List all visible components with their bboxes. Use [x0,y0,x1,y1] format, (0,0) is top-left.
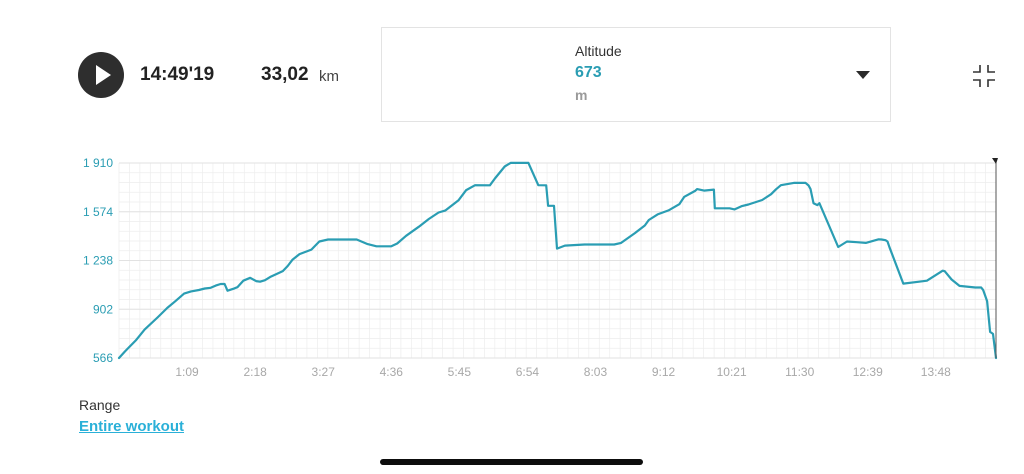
metric-selector[interactable]: Altitude 673 m [381,27,891,122]
y-axis-ticks: 1 910 1 574 1 238 902 566 [83,156,113,365]
metric-value: 673 [575,64,602,81]
play-button[interactable] [78,52,124,98]
altitude-series-line [117,161,998,360]
x-tick-label: 8:03 [584,365,608,379]
x-tick-label: 5:45 [448,365,472,379]
collapse-icon[interactable] [971,63,997,89]
distance-unit: km [319,68,339,85]
caret-down-icon[interactable] [855,70,871,80]
y-tick-label: 902 [93,302,113,316]
x-axis-ticks: 1:09 2:18 3:27 4:36 5:45 6:54 8:03 9:12 10:21 11:… [175,365,951,379]
x-tick-label: 4:36 [380,365,404,379]
range-link[interactable]: Entire workout [79,418,185,435]
y-tick-label: 1 574 [83,205,113,219]
play-icon [96,65,111,85]
y-tick-label: 1 238 [83,254,113,268]
range-label: Range [79,397,121,413]
x-tick-label: 13:48 [921,365,951,379]
x-tick-label: 9:12 [652,365,676,379]
x-tick-label: 6:54 [516,365,540,379]
x-tick-label: 11:30 [785,365,814,379]
altitude-chart[interactable]: 1 910 1 574 1 238 902 566 1:09 2:18 3:27 4:36 5:… [0,150,1024,385]
home-indicator[interactable] [380,459,643,465]
y-tick-label: 1 910 [83,156,113,170]
chart-grid [118,162,997,359]
metric-label: Altitude [575,43,622,59]
x-tick-label: 2:18 [243,365,267,379]
metric-unit: m [575,87,588,103]
workout-duration: 14:49'19 [140,64,215,85]
chart-series [117,158,998,360]
x-tick-label: 12:39 [853,365,883,379]
y-tick-label: 566 [93,351,113,365]
workout-distance: 33,02 [261,64,309,85]
cursor-handle[interactable] [992,158,998,164]
x-tick-label: 10:21 [717,365,747,379]
x-tick-label: 1:09 [175,365,199,379]
x-tick-label: 3:27 [312,365,336,379]
